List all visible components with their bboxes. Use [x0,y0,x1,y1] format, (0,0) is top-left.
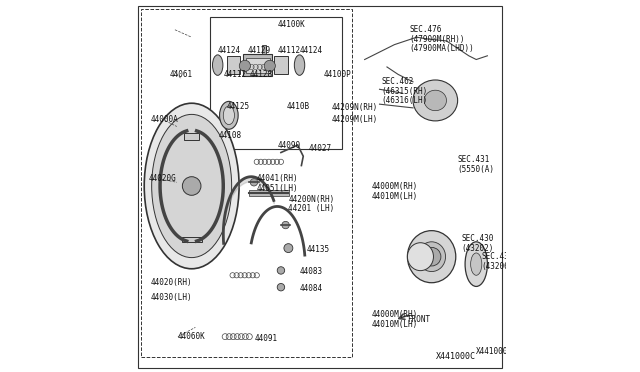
Text: 4410B: 4410B [287,102,310,110]
Text: FRONT: FRONT [408,315,431,324]
Text: SEC.476: SEC.476 [410,25,442,34]
Ellipse shape [465,242,488,286]
Text: 44090: 44090 [277,141,300,150]
Bar [211,17,342,149]
Text: 44200N(RH): 44200N(RH) [289,195,335,203]
Text: (43202): (43202) [461,244,493,253]
Bar [184,133,199,140]
Bar [227,56,241,74]
Text: 44083: 44083 [300,267,323,276]
Ellipse shape [470,253,482,275]
Text: SEC.462: SEC.462 [381,77,413,86]
Circle shape [282,221,289,229]
Circle shape [284,244,293,253]
Bar [141,9,351,357]
Ellipse shape [413,80,458,121]
Text: 44201 (LH): 44201 (LH) [289,204,335,213]
Circle shape [264,60,275,71]
Text: 44129: 44129 [248,46,271,55]
Text: 44209M(LH): 44209M(LH) [331,115,378,124]
Bar [275,56,287,74]
Text: 44124: 44124 [300,46,323,55]
Text: SEC.431: SEC.431 [458,155,490,164]
Text: 44041(RH): 44041(RH) [257,174,298,183]
Text: 44010M(LH): 44010M(LH) [372,192,419,201]
Text: 44125: 44125 [227,102,250,110]
Circle shape [422,247,441,266]
Text: 44010M(LH): 44010M(LH) [372,320,419,329]
Bar [262,45,266,54]
Text: 44112: 44112 [223,70,246,79]
Circle shape [239,60,250,71]
Ellipse shape [152,115,232,257]
Circle shape [182,177,201,195]
Text: 44000M(RH): 44000M(RH) [372,310,419,319]
Text: 44124: 44124 [218,46,241,55]
Text: (46316(LH): (46316(LH) [381,96,428,105]
Text: 44100P: 44100P [324,70,351,79]
Text: (46315(RH): (46315(RH) [381,87,428,96]
Text: 44084: 44084 [300,284,323,293]
Text: 44060K: 44060K [178,332,205,341]
Text: 44209N(RH): 44209N(RH) [331,103,378,112]
Circle shape [277,283,285,291]
Text: 44135: 44135 [307,245,330,254]
Text: 44128: 44128 [250,70,273,79]
Circle shape [277,267,285,274]
Text: SEC.430: SEC.430 [461,234,493,243]
Ellipse shape [408,231,456,283]
Text: 44020(RH): 44020(RH) [151,278,193,287]
Bar [248,190,289,196]
Bar [243,54,273,76]
Text: 44112: 44112 [277,46,300,55]
Text: (47900MA(LHD)): (47900MA(LHD)) [410,44,474,53]
Text: X441000C: X441000C [476,347,513,356]
Text: 44091: 44091 [255,334,278,343]
Text: 44061: 44061 [170,70,193,79]
Ellipse shape [424,90,447,111]
Text: X441000C: X441000C [436,352,476,361]
Text: 44108: 44108 [219,131,242,140]
Bar [246,58,270,73]
Text: 44027: 44027 [309,144,332,153]
Ellipse shape [408,243,433,271]
Ellipse shape [418,242,445,272]
Text: SEC.430: SEC.430 [482,252,514,261]
Text: (5550(A): (5550(A) [458,165,495,174]
Circle shape [250,179,258,186]
Ellipse shape [294,55,305,76]
Bar [182,237,202,242]
Ellipse shape [144,103,239,269]
Text: (47900M(RH)): (47900M(RH)) [410,35,465,44]
Ellipse shape [212,55,223,76]
Text: (43206): (43206) [482,262,514,271]
Text: 44000M(RH): 44000M(RH) [372,182,419,190]
Ellipse shape [220,102,238,129]
Text: 44020G: 44020G [148,174,176,183]
Text: 44000A: 44000A [151,115,179,124]
Text: 44100K: 44100K [277,20,305,29]
Ellipse shape [223,106,234,125]
Text: 44051(LH): 44051(LH) [257,184,298,193]
Text: 44030(LH): 44030(LH) [151,293,193,302]
